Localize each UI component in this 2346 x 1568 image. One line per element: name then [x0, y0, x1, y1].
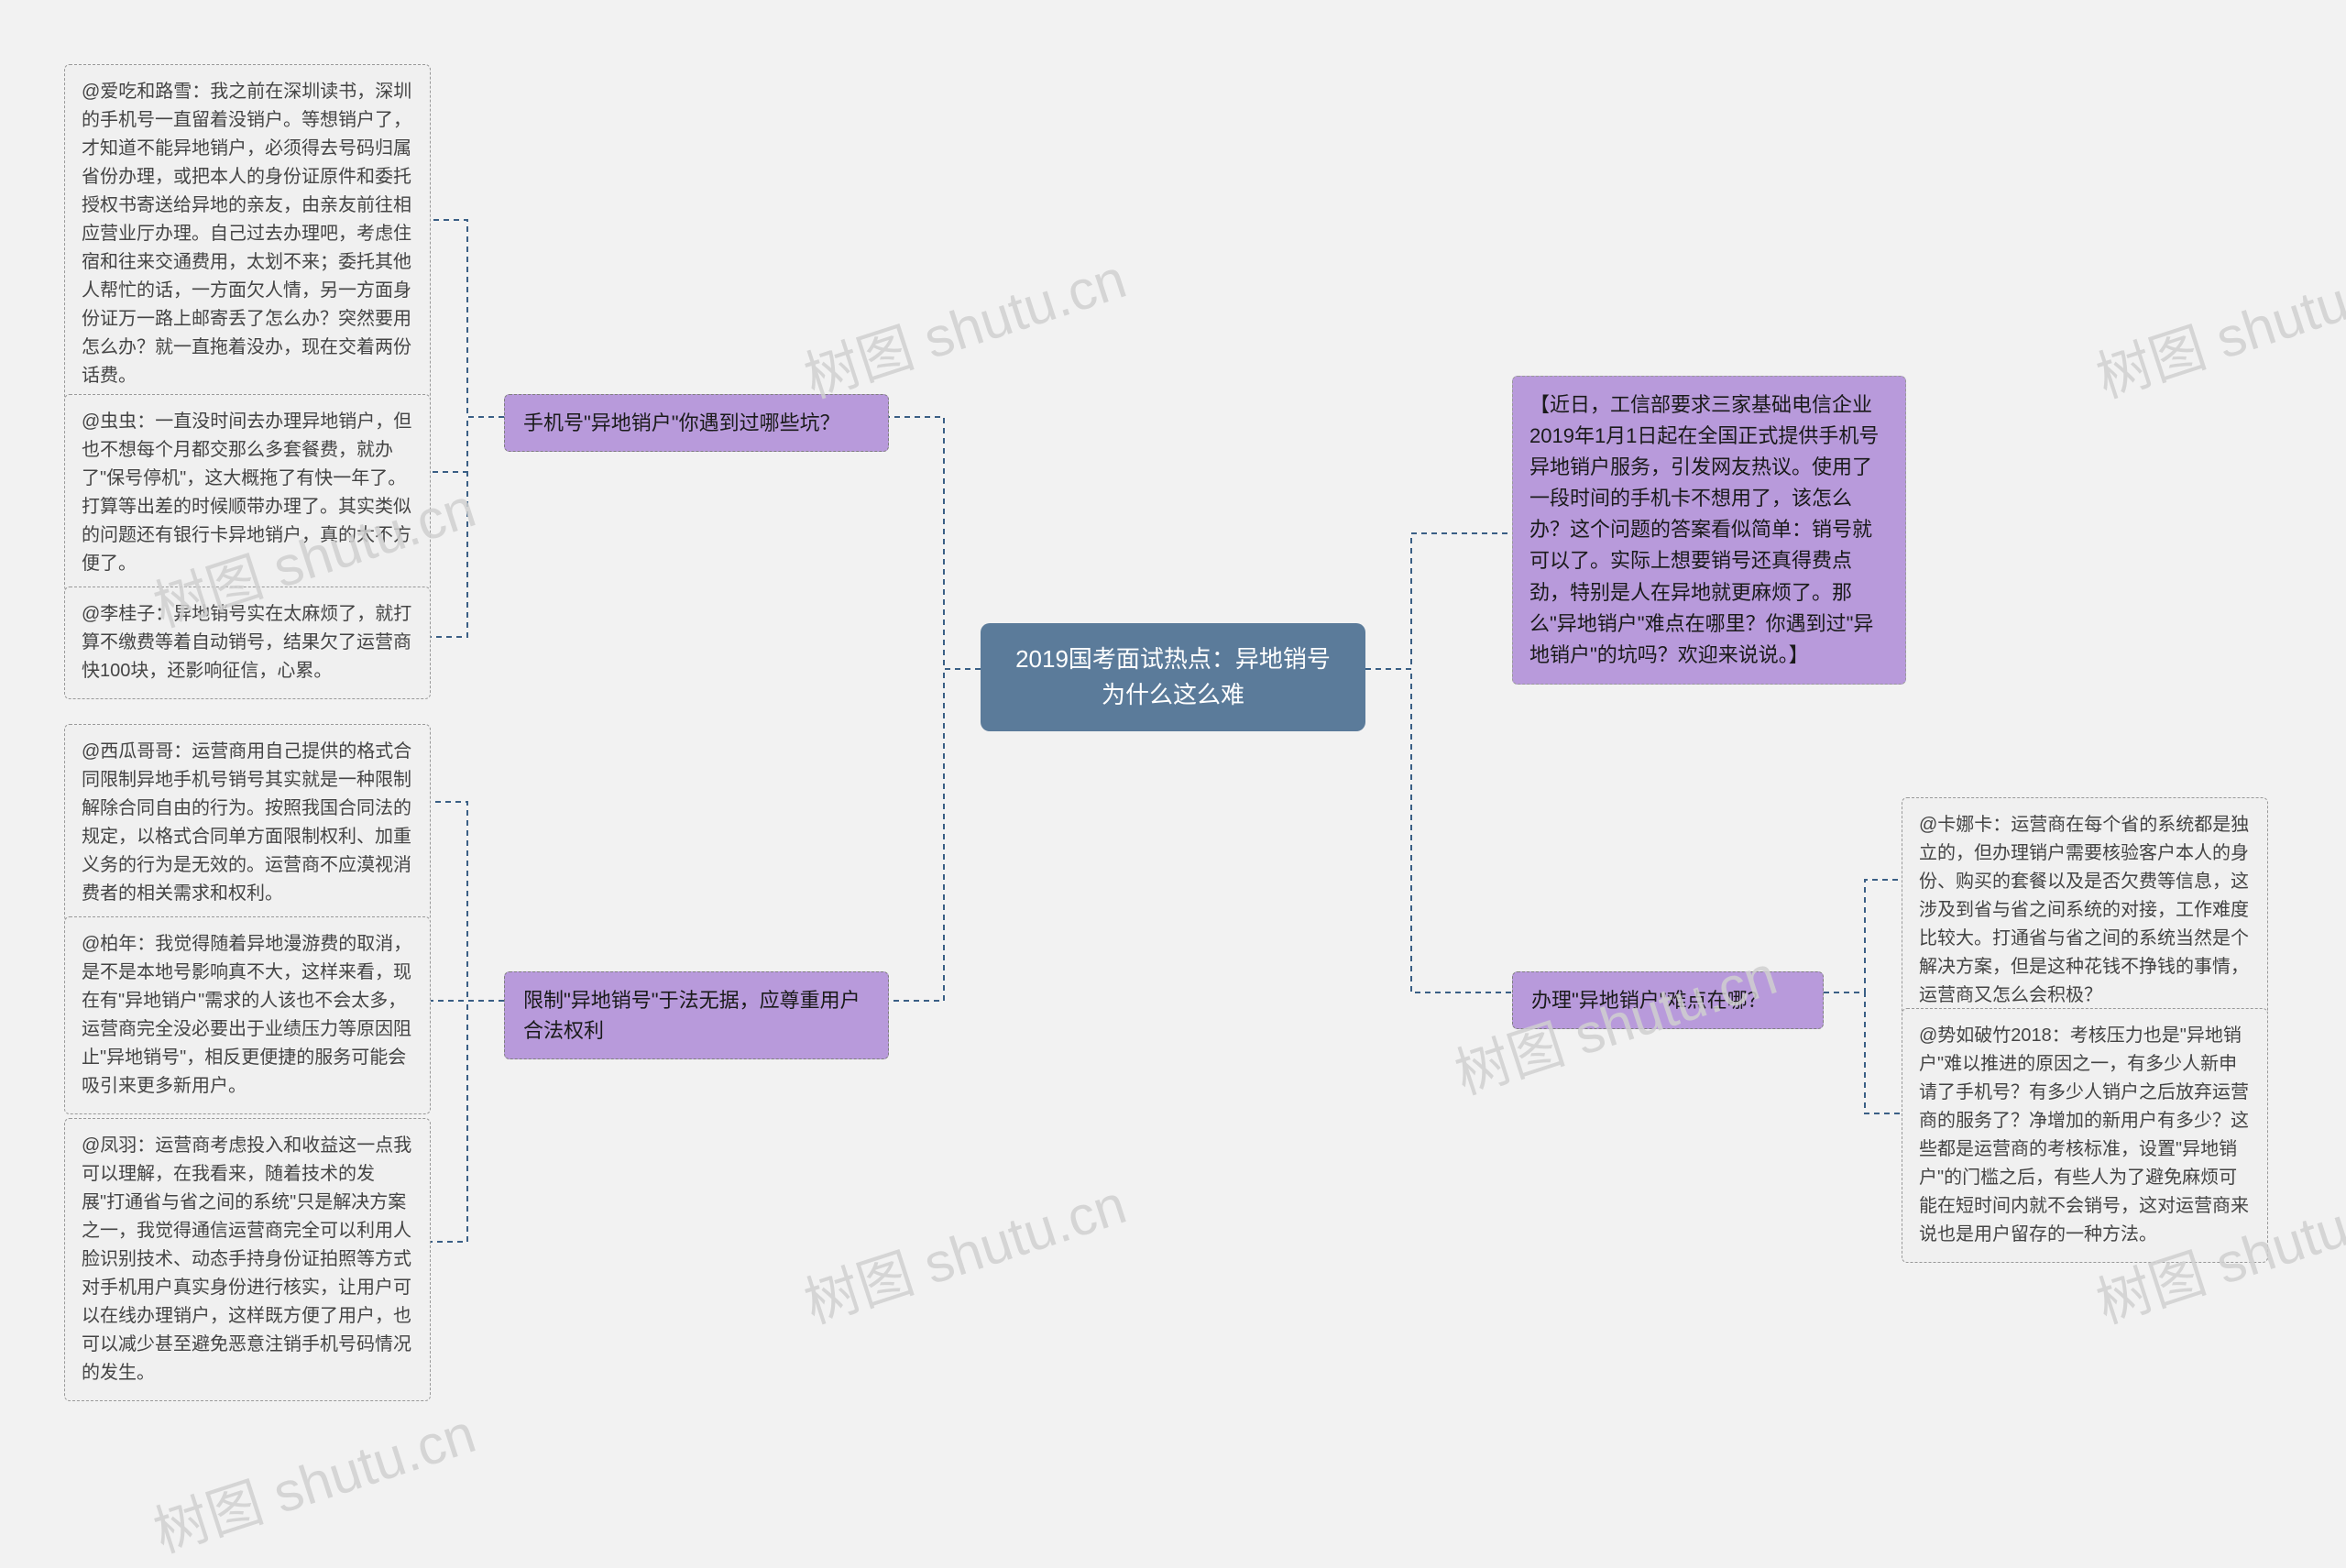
watermark: 树图 shutu.cn — [793, 235, 1135, 413]
leaf-l1-2: @李桂子：异地销号实在太麻烦了，就打算不缴费等着自动销号，结果欠了运营商快100… — [64, 587, 431, 699]
leaf-r1-0: @卡娜卡：运营商在每个省的系统都是独立的，但办理销户需要核验客户本人的身份、购买… — [1902, 797, 2268, 1024]
intro-node: 【近日，工信部要求三家基础电信企业2019年1月1日起在全国正式提供手机号异地销… — [1512, 376, 1906, 685]
leaf-r1-1: @势如破竹2018：考核压力也是"异地销户"难以推进的原因之一，有多少人新申请了… — [1902, 1008, 2268, 1263]
leaf-l1-1: @虫虫：一直没时间去办理异地销户，但也不想每个月都交那么多套餐费，就办了"保号停… — [64, 394, 431, 592]
leaf-l2-0: @西瓜哥哥：运营商用自己提供的格式合同限制异地手机号销号其实就是一种限制解除合同… — [64, 724, 431, 922]
watermark: 树图 shutu.cn — [2085, 235, 2346, 413]
center-node: 2019国考面试热点：异地销号为什么这么难 — [981, 623, 1365, 731]
branch-left-2: 限制"异地销号"于法无据，应尊重用户合法权利 — [504, 971, 889, 1059]
leaf-l2-2: @凤羽：运营商考虑投入和收益这一点我可以理解，在我看来，随着技术的发展"打通省与… — [64, 1118, 431, 1401]
leaf-l2-1: @柏年：我觉得随着异地漫游费的取消，是不是本地号影响真不大，这样来看，现在有"异… — [64, 916, 431, 1114]
branch-left-1: 手机号"异地销户"你遇到过哪些坑？ — [504, 394, 889, 452]
watermark: 树图 shutu.cn — [142, 1389, 484, 1568]
watermark: 树图 shutu.cn — [793, 1160, 1135, 1339]
leaf-l1-0: @爱吃和路雪：我之前在深圳读书，深圳的手机号一直留着没销户。等想销户了，才知道不… — [64, 64, 431, 404]
branch-right-1: 办理"异地销户"难点在哪？ — [1512, 971, 1824, 1029]
